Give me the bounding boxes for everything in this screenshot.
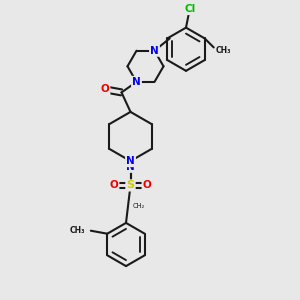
Text: N: N: [126, 162, 135, 172]
Text: N: N: [150, 46, 159, 56]
Text: CH₃: CH₃: [70, 226, 86, 235]
Text: CH₃: CH₃: [215, 46, 231, 55]
Text: O: O: [110, 180, 118, 190]
Text: N: N: [126, 156, 135, 166]
Text: O: O: [100, 84, 109, 94]
Text: N: N: [132, 77, 141, 87]
Text: CH₂: CH₂: [133, 203, 145, 209]
Text: Cl: Cl: [185, 4, 196, 14]
Text: S: S: [127, 180, 134, 190]
Text: O: O: [142, 180, 152, 190]
